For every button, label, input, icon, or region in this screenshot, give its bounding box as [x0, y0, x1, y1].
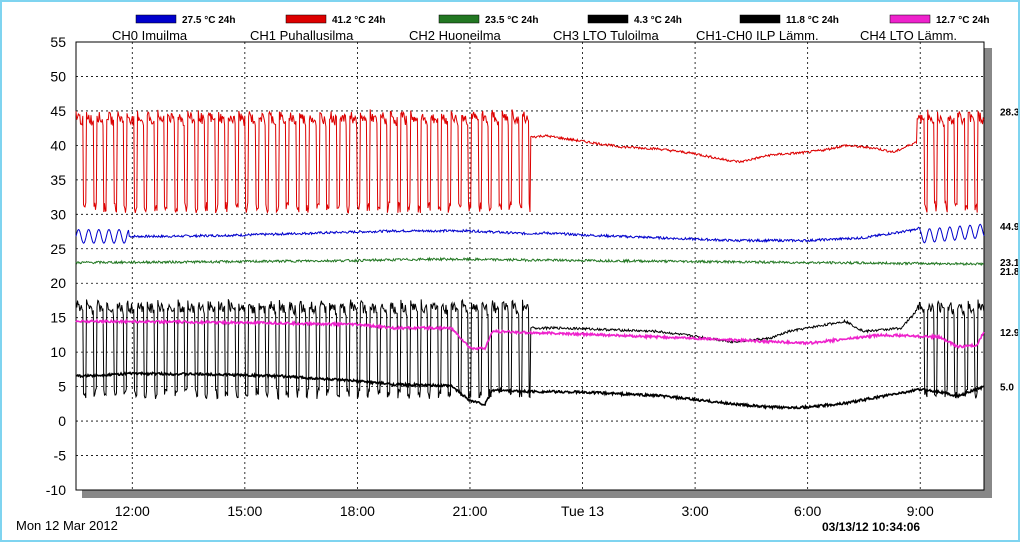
end-value-label: 21.8 — [1000, 267, 1018, 278]
series-name-label: CH2 Huoneilma — [409, 28, 502, 43]
legend-value: 11.8 °C 24h — [786, 15, 839, 26]
end-value-label: 44.9 — [1000, 222, 1018, 233]
temperature-chart: 27.5 °C 24h 41.2 °C 24h 23.5 °C 24h 4.3 °C … — [16, 14, 1018, 534]
y-tick-label: 40 — [50, 137, 66, 153]
y-tick-label: 0 — [58, 413, 66, 429]
series-name-label: CH4 LTO Lämm. — [860, 28, 957, 43]
y-tick-label: 55 — [50, 34, 66, 50]
start-date-label: Mon 12 Mar 2012 — [16, 518, 118, 533]
y-tick-label: 5 — [58, 379, 66, 395]
y-tick-label: 10 — [50, 344, 66, 360]
legend-swatch — [889, 14, 931, 24]
y-tick-label: 50 — [50, 68, 66, 84]
y-tick-label: 35 — [50, 172, 66, 188]
plot-area — [75, 41, 992, 498]
y-tick-label: 15 — [50, 310, 66, 326]
x-tick-label: 18:00 — [340, 503, 375, 519]
y-tick-label: -10 — [46, 482, 66, 498]
x-axis: 12:00 15:00 18:00 21:00 Tue 13 3:00 6:00 9:00 — [115, 503, 934, 519]
legend-swatch — [587, 14, 629, 24]
series-name-label: CH0 Imuilma — [112, 28, 188, 43]
x-tick-label: 9:00 — [907, 503, 934, 519]
legend-swatch — [438, 14, 480, 24]
legend-value: 23.5 °C 24h — [485, 15, 538, 26]
x-tick-label: 6:00 — [794, 503, 821, 519]
series-line-1 — [75, 109, 985, 214]
legend: 27.5 °C 24h 41.2 °C 24h 23.5 °C 24h 4.3 °C … — [112, 14, 989, 43]
legend-swatch — [285, 14, 327, 24]
y-tick-label: 20 — [50, 275, 66, 291]
y-tick-label: -5 — [54, 448, 67, 464]
x-tick-label: Tue 13 — [561, 503, 604, 519]
series-name-label: CH1-CH0 ILP Lämm. — [696, 28, 819, 43]
legend-value: 27.5 °C 24h — [182, 15, 235, 26]
legend-value: 12.7 °C 24h — [936, 15, 989, 26]
plot-shadow-right — [984, 48, 992, 496]
plot-frame — [75, 41, 985, 491]
series-name-label: CH3 LTO Tuloilma — [553, 28, 659, 43]
series-line-4 — [75, 370, 985, 411]
y-tick-label: 25 — [50, 241, 66, 257]
y-tick-label: 30 — [50, 206, 66, 222]
plot-shadow-bottom — [82, 490, 992, 498]
y-tick-label: 45 — [50, 103, 66, 119]
legend-swatch — [739, 14, 781, 24]
legend-value: 4.3 °C 24h — [634, 15, 682, 26]
x-tick-label: 3:00 — [681, 503, 708, 519]
series-layer — [75, 109, 985, 411]
x-tick-label: 12:00 — [115, 503, 150, 519]
legend-swatch — [135, 14, 177, 24]
x-tick-label: 15:00 — [227, 503, 262, 519]
series-line-5 — [75, 318, 985, 351]
series-line-3 — [75, 298, 985, 400]
series-name-label: CH1 Puhallusilma — [250, 28, 354, 43]
end-value-label: 28.3 — [1000, 108, 1018, 119]
x-tick-label: 21:00 — [452, 503, 487, 519]
series-line-2 — [75, 256, 984, 267]
timestamp-label: 03/13/12 10:34:06 — [822, 520, 920, 534]
end-value-label: 23.1 — [1000, 258, 1018, 269]
end-values: 28.3 44.9 23.121.8 5.0 12.9 — [1000, 108, 1018, 394]
end-value-label: 12.9 — [1000, 328, 1018, 339]
series-line-0 — [75, 223, 985, 244]
legend-value: 41.2 °C 24h — [332, 15, 385, 26]
end-value-label: 5.0 — [1000, 383, 1014, 394]
